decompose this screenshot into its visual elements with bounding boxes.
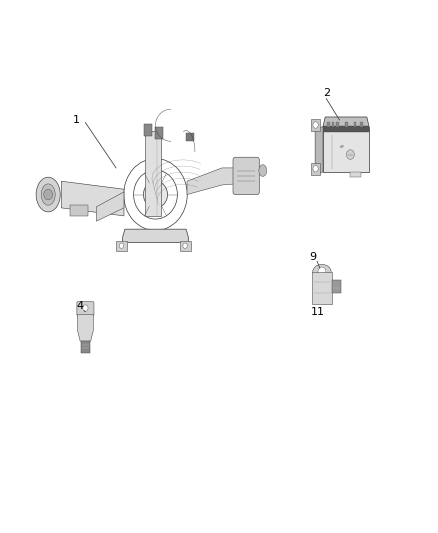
Bar [328, 123, 330, 127]
Text: 4: 4 [76, 302, 83, 311]
Circle shape [119, 243, 124, 248]
Bar [144, 124, 152, 136]
Circle shape [318, 267, 326, 277]
Polygon shape [96, 192, 124, 221]
Circle shape [313, 165, 318, 172]
Bar [354, 123, 357, 127]
Text: 11: 11 [311, 307, 325, 317]
Ellipse shape [143, 181, 167, 208]
Text: e: e [340, 144, 343, 149]
Polygon shape [78, 314, 93, 341]
Polygon shape [187, 168, 235, 195]
Text: 9: 9 [309, 252, 316, 262]
Ellipse shape [313, 264, 331, 279]
Ellipse shape [150, 189, 161, 200]
Bar [180, 241, 191, 251]
Circle shape [313, 122, 318, 128]
Bar [332, 123, 335, 127]
Bar [336, 123, 339, 127]
Text: 2: 2 [323, 88, 330, 98]
Circle shape [83, 305, 88, 311]
Polygon shape [323, 117, 369, 127]
Polygon shape [61, 181, 124, 216]
Circle shape [346, 150, 354, 159]
Polygon shape [315, 127, 323, 175]
FancyBboxPatch shape [233, 157, 259, 195]
Ellipse shape [36, 177, 60, 212]
Bar [312, 272, 332, 304]
Bar [360, 123, 363, 127]
Circle shape [44, 189, 53, 200]
Bar [311, 163, 321, 175]
Polygon shape [81, 341, 90, 353]
Bar [345, 123, 348, 127]
Bar [332, 280, 341, 293]
Bar [70, 205, 88, 216]
FancyBboxPatch shape [77, 302, 94, 316]
Bar [350, 172, 361, 177]
Text: 1: 1 [73, 115, 80, 125]
Bar [311, 119, 321, 131]
Bar [186, 133, 194, 141]
Bar [145, 131, 161, 216]
Bar [155, 127, 163, 139]
Ellipse shape [41, 184, 55, 205]
Circle shape [183, 243, 187, 248]
Ellipse shape [259, 165, 267, 176]
Bar [323, 126, 369, 132]
Bar [323, 126, 369, 172]
Polygon shape [123, 229, 188, 243]
Bar [116, 241, 127, 251]
